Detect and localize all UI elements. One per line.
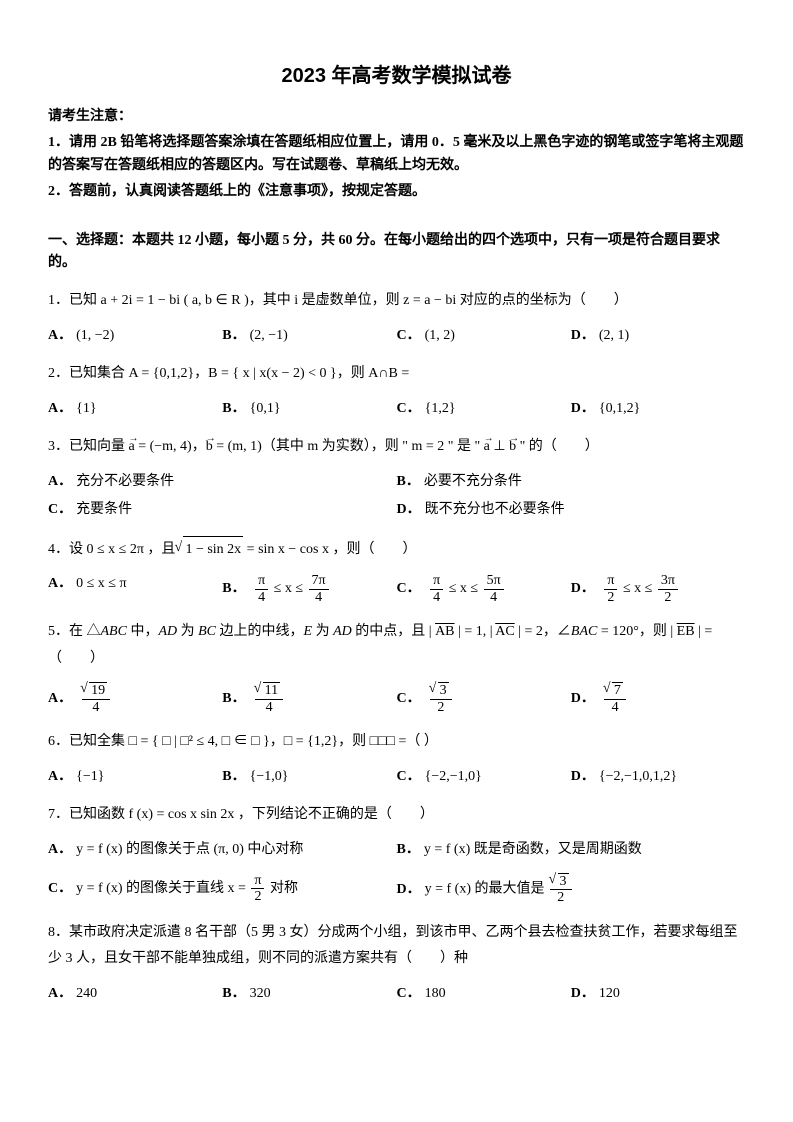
q6-opt-b[interactable]: B．{−1,0} <box>222 766 396 788</box>
q7-options-2: C．y = f (x) 的图像关于直线 x = π2 对称 D．y = f (x… <box>48 873 745 906</box>
q4-opt-d[interactable]: D． π2 ≤ x ≤ 3π2 <box>571 573 745 605</box>
page-title: 2023 年高考数学模拟试卷 <box>48 60 745 92</box>
q2-opt-a[interactable]: A．{1} <box>48 398 222 420</box>
q1-opt-b[interactable]: B．(2, −1) <box>222 325 396 347</box>
q3-opt-a[interactable]: A．充分不必要条件 <box>48 471 397 493</box>
q8-opt-d[interactable]: D．120 <box>571 983 745 1005</box>
q8-opt-c[interactable]: C．180 <box>397 983 571 1005</box>
q8-options: A．240 B．320 C．180 D．120 <box>48 983 745 1005</box>
q7-opt-c[interactable]: C．y = f (x) 的图像关于直线 x = π2 对称 <box>48 873 397 906</box>
question-3: 3．已知向量 a = (−m, 4)，b = (m, 1)（其中 m 为实数），… <box>48 434 745 461</box>
vec-ac: AC <box>495 624 514 639</box>
q3-options-2: C．充要条件 D．既不充分也不必要条件 <box>48 499 745 521</box>
q4-opt-c[interactable]: C． π4 ≤ x ≤ 5π4 <box>397 573 571 605</box>
q2-options: A．{1} B．{0,1} C．{1,2} D．{0,1,2} <box>48 398 745 420</box>
vector-b: b <box>206 439 213 454</box>
q7-options-1: A．y = f (x) 的图像关于点 (π, 0) 中心对称 B．y = f (… <box>48 839 745 861</box>
q4-options: A．0 ≤ x ≤ π B． π4 ≤ x ≤ 7π4 C． π4 ≤ x ≤ … <box>48 573 745 605</box>
q2-opt-b[interactable]: B．{0,1} <box>222 398 396 420</box>
q1-opt-a[interactable]: A．(1, −2) <box>48 325 222 347</box>
q5-opt-a[interactable]: A． 194 <box>48 682 222 715</box>
notice-line-1: 1．请用 2B 铅笔将选择题答案涂填在答题纸相应位置上，请用 0．5 毫米及以上… <box>48 132 745 177</box>
vec-ab: AB <box>435 624 454 639</box>
q7-opt-b[interactable]: B．y = f (x) 既是奇函数，又是周期函数 <box>397 839 746 861</box>
question-1: 1．已知 a + 2i = 1 − bi ( a, b ∈ R )，其中 i 是… <box>48 288 745 315</box>
question-6: 6．已知全集 □ = { □ | □² ≤ 4, □ ∈ □ }，□ = {1,… <box>48 729 745 756</box>
q8-opt-a[interactable]: A．240 <box>48 983 222 1005</box>
q4-opt-a[interactable]: A．0 ≤ x ≤ π <box>48 573 222 605</box>
q6-options: A．{−1} B．{−1,0} C．{−2,−1,0} D．{−2,−1,0,1… <box>48 766 745 788</box>
q1-stem: 1．已知 a + 2i = 1 − bi ( a, b ∈ R )，其中 i 是… <box>48 293 628 308</box>
sqrt-expr: 1 − sin 2x <box>183 536 243 564</box>
q7-opt-d[interactable]: D．y = f (x) 的最大值是 32 <box>397 873 746 906</box>
q3-opt-b[interactable]: B．必要不充分条件 <box>397 471 746 493</box>
q5-opt-b[interactable]: B． 114 <box>222 682 396 715</box>
q2-opt-d[interactable]: D．{0,1,2} <box>571 398 745 420</box>
q1-options: A．(1, −2) B．(2, −1) C．(1, 2) D．(2, 1) <box>48 325 745 347</box>
q2-opt-c[interactable]: C．{1,2} <box>397 398 571 420</box>
notice-header: 请考生注意： <box>48 106 745 128</box>
q3-options-1: A．充分不必要条件 B．必要不充分条件 <box>48 471 745 493</box>
q6-opt-a[interactable]: A．{−1} <box>48 766 222 788</box>
q1-opt-c[interactable]: C．(1, 2) <box>397 325 571 347</box>
q1-opt-d[interactable]: D．(2, 1) <box>571 325 745 347</box>
vec-eb: EB <box>677 624 695 639</box>
q3-opt-d[interactable]: D．既不充分也不必要条件 <box>397 499 746 521</box>
q5-opt-c[interactable]: C． 32 <box>397 682 571 715</box>
q7-opt-a[interactable]: A．y = f (x) 的图像关于点 (π, 0) 中心对称 <box>48 839 397 861</box>
q6-opt-c[interactable]: C．{−2,−1,0} <box>397 766 571 788</box>
question-4: 4．设 0 ≤ x ≤ 2π ，且 1 − sin 2x = sin x − c… <box>48 536 745 564</box>
q4-opt-b[interactable]: B． π4 ≤ x ≤ 7π4 <box>222 573 396 605</box>
question-7: 7．已知函数 f (x) = cos x sin 2x ，下列结论不正确的是（ … <box>48 802 745 829</box>
section-1-header: 一、选择题：本题共 12 小题，每小题 5 分，共 60 分。在每小题给出的四个… <box>48 230 745 275</box>
q8-opt-b[interactable]: B．320 <box>222 983 396 1005</box>
question-5: 5．在 △ABC 中，AD 为 BC 边上的中线，E 为 AD 的中点，且 | … <box>48 619 745 672</box>
notice-line-2: 2．答题前，认真阅读答题纸上的《注意事项》，按规定答题。 <box>48 181 745 203</box>
question-2: 2．已知集合 A = {0,1,2}，B = { x | x(x − 2) < … <box>48 361 745 388</box>
q3-opt-c[interactable]: C．充要条件 <box>48 499 397 521</box>
q5-opt-d[interactable]: D． 74 <box>571 682 745 715</box>
q6-opt-d[interactable]: D．{−2,−1,0,1,2} <box>571 766 745 788</box>
question-8: 8．某市政府决定派遣 8 名干部（5 男 3 女）分成两个小组，到该市甲、乙两个… <box>48 920 745 973</box>
q5-options: A． 194 B． 114 C． 32 D． 74 <box>48 682 745 715</box>
vector-a: a <box>129 439 135 454</box>
